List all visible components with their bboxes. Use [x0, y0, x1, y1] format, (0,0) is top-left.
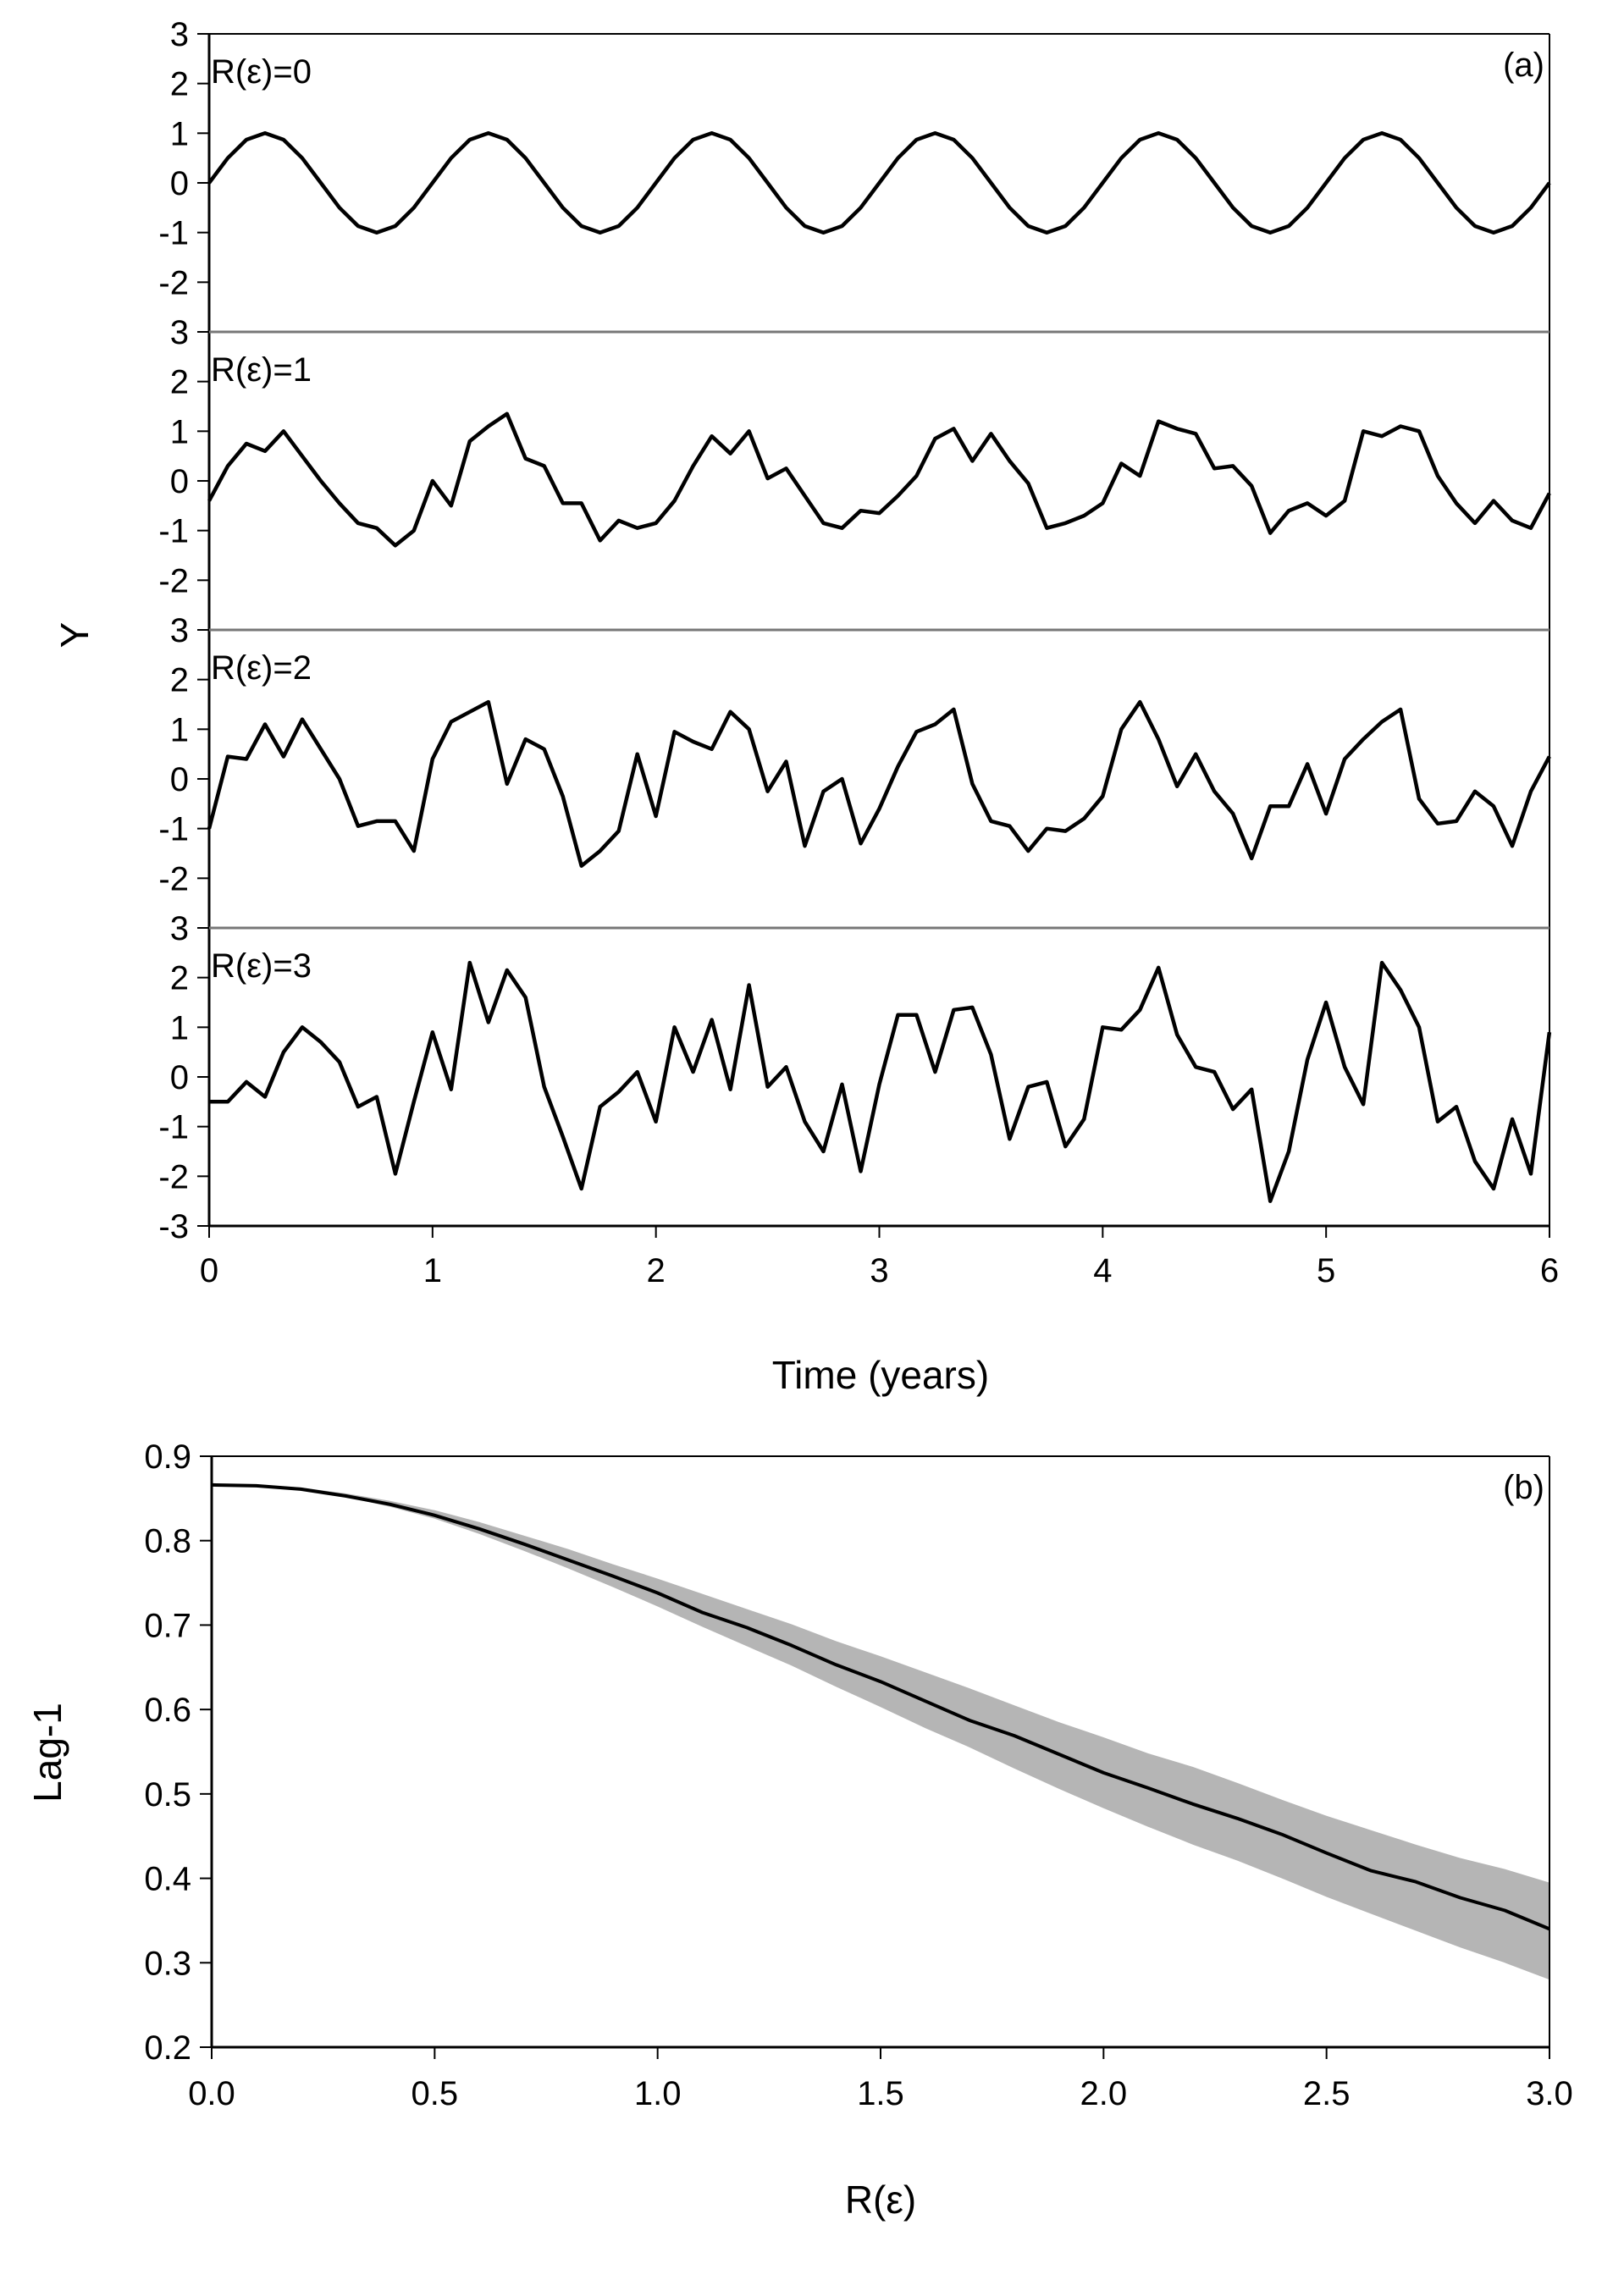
- panel-a-y-tick-label: 3: [170, 314, 189, 351]
- panel-a-y-tick-label: 0: [170, 761, 189, 798]
- series-line-R(ε)=3: [209, 960, 1552, 1203]
- panel-a-y-tick-label: -2: [158, 1158, 189, 1195]
- panel-a-y-title: Y: [52, 622, 97, 649]
- panel-b-y-tick-label: 0.2: [144, 2029, 191, 2067]
- panel-a-y-tick-label: 1: [170, 413, 189, 450]
- panel-a-y-tick-label: 2: [170, 66, 189, 103]
- panel-b-y-tick-label: 0.5: [144, 1776, 191, 1814]
- panel-b-y-tick-label: 0.8: [144, 1523, 191, 1560]
- series-line-R(ε)=1: [207, 411, 1551, 548]
- panel-b-x-tick-label: 0.0: [188, 2075, 235, 2112]
- panel-a-x-tick-label: 3: [870, 1252, 888, 1289]
- panel-a-x-tick-label: 1: [423, 1252, 442, 1289]
- panel-a-y-tick-label: 3: [170, 16, 189, 53]
- panel-a-y-tick-label: -2: [158, 860, 189, 897]
- panel-a-y-tick-label: 2: [170, 364, 189, 401]
- panel-a: 3 2 1 0 -1 -2 R(ε)=0 3 2 1 0 -1 -2 R(ε)=1 3 2 1 0 -1 -2 R(ε)…: [52, 16, 1559, 1397]
- panel-b-x-tick-label: 3.0: [1526, 2075, 1573, 2112]
- subpanel-label: R(ε)=2: [211, 649, 312, 687]
- panel-a-y-tick-label: -2: [158, 562, 189, 599]
- panel-a-y-tick-label: -1: [158, 513, 189, 550]
- panel-b-x-tick-label: 1.0: [634, 2075, 682, 2112]
- panel-b-x-title: R(ε): [845, 2178, 916, 2222]
- panel-a-y-tick-label: 1: [170, 115, 189, 152]
- panel-a-y-tick-label: 0: [170, 165, 189, 202]
- subpanel-label: R(ε)=0: [211, 53, 312, 91]
- panel-b-y-tick-label: 0.6: [144, 1692, 191, 1729]
- panel-b-x-tick-label: 0.5: [412, 2075, 459, 2112]
- panel-a-y-tick-label: 0: [170, 463, 189, 500]
- panel-b-letter: (b): [1503, 1469, 1544, 1506]
- panel-a-y-tick-label: 3: [170, 910, 189, 947]
- panel-a-y-tick-label: 0: [170, 1059, 189, 1096]
- panel-a-y-tick-label: 2: [170, 662, 189, 699]
- series-line-R(ε)=2: [207, 699, 1551, 868]
- series-line-mean: [211, 1482, 1550, 1931]
- panel-a-x-title: Time (years): [772, 1353, 989, 1397]
- panel-b-y-tick-label: 0.3: [144, 1945, 191, 1982]
- panel-a-x-tick-label: 0: [200, 1252, 218, 1289]
- panel-a-y-tick-label: -1: [158, 811, 189, 848]
- panel-a-x-tick-label: 6: [1540, 1252, 1559, 1289]
- panel-a-x-tick-label: 2: [647, 1252, 666, 1289]
- panel-a-y-tick-label: 1: [170, 1009, 189, 1046]
- panel-a-y-tick-label: 3: [170, 612, 189, 649]
- panel-b-x-tick-label: 2.0: [1080, 2075, 1128, 2112]
- panel-a-y-tick-label: -1: [158, 215, 189, 252]
- panel-a-y-tick-label: 1: [170, 711, 189, 748]
- panel-b: 0.9 0.8 0.7 0.6 0.5 0.4 0.3 0.2 0.0 0.5 1.0 1.5 2.0 2…: [25, 1438, 1573, 2222]
- panel-b-x-tick-label: 2.5: [1303, 2075, 1351, 2112]
- panel-a-letter: (a): [1503, 47, 1544, 84]
- panel-a-x-tick-label: 5: [1317, 1252, 1335, 1289]
- panel-b-y-tick-label: 0.7: [144, 1607, 191, 1644]
- panel-b-x-tick-label: 1.5: [857, 2075, 904, 2112]
- series-line-R(ε)=0: [207, 131, 1551, 235]
- panel-a-y-tick-label: 2: [170, 960, 189, 997]
- subpanel-label: R(ε)=1: [211, 351, 312, 389]
- panel-a-y-tick-label: -1: [158, 1109, 189, 1146]
- confidence-band: [212, 1484, 1549, 1980]
- subpanel-label: R(ε)=3: [211, 947, 312, 985]
- panel-a-y-tick-label: -3: [158, 1208, 189, 1245]
- panel-a-x-tick-label: 4: [1093, 1252, 1112, 1289]
- panel-b-y-tick-label: 0.4: [144, 1861, 191, 1898]
- panel-b-y-tick-label: 0.9: [144, 1438, 191, 1476]
- panel-a-y-tick-label: -2: [158, 264, 189, 301]
- panel-b-y-title: Lag-1: [25, 1703, 69, 1803]
